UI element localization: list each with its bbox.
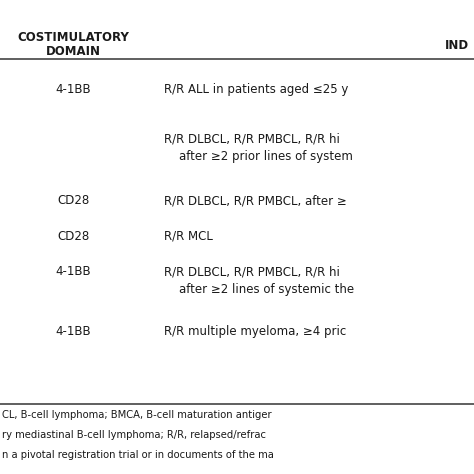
Text: R/R DLBCL, R/R PMBCL, after ≥: R/R DLBCL, R/R PMBCL, after ≥: [164, 194, 346, 207]
Text: R/R DLBCL, R/R PMBCL, R/R hi
    after ≥2 lines of systemic the: R/R DLBCL, R/R PMBCL, R/R hi after ≥2 li…: [164, 265, 354, 296]
Text: DOMAIN: DOMAIN: [46, 45, 101, 58]
Text: 4-1BB: 4-1BB: [55, 325, 91, 337]
Text: R/R multiple myeloma, ≥4 pric: R/R multiple myeloma, ≥4 pric: [164, 325, 346, 337]
Text: CD28: CD28: [57, 194, 90, 207]
Text: IND: IND: [445, 39, 469, 52]
Text: CD28: CD28: [57, 230, 90, 243]
Text: R/R ALL in patients aged ≤25 y: R/R ALL in patients aged ≤25 y: [164, 83, 348, 96]
Text: R/R DLBCL, R/R PMBCL, R/R hi
    after ≥2 prior lines of system: R/R DLBCL, R/R PMBCL, R/R hi after ≥2 pr…: [164, 133, 352, 163]
Text: 4-1BB: 4-1BB: [55, 265, 91, 278]
Text: COSTIMULATORY: COSTIMULATORY: [18, 31, 129, 44]
Text: ry mediastinal B-cell lymphoma; R/R, relapsed/refrac: ry mediastinal B-cell lymphoma; R/R, rel…: [2, 430, 266, 440]
Text: 4-1BB: 4-1BB: [55, 83, 91, 96]
Text: R/R MCL: R/R MCL: [164, 230, 212, 243]
Text: CL, B-cell lymphoma; BMCA, B-cell maturation antiger: CL, B-cell lymphoma; BMCA, B-cell matura…: [2, 410, 272, 420]
Text: n a pivotal registration trial or in documents of the ma: n a pivotal registration trial or in doc…: [2, 450, 274, 460]
